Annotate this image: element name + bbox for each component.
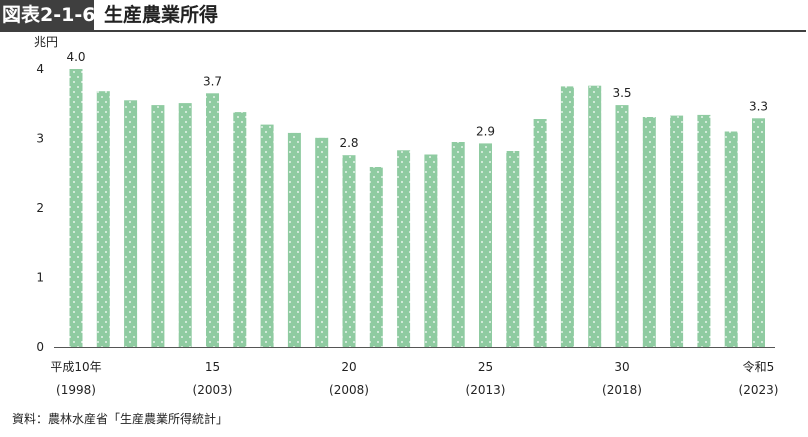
bar [670, 115, 684, 347]
title-bar: 図表2-1-6 生産農業所得 [0, 0, 806, 32]
figure-number: 図表2-1-6 [0, 0, 95, 30]
value-label: 3.5 [612, 86, 631, 100]
bar [615, 105, 629, 347]
bar [479, 143, 492, 347]
x-tick-label: 20 [341, 360, 356, 374]
bar [96, 91, 110, 347]
y-tick-label: 3 [36, 132, 44, 146]
y-axis-unit-label: 兆円 [34, 35, 58, 49]
bar [588, 85, 602, 347]
value-label: 2.8 [339, 136, 358, 150]
bar [451, 142, 465, 347]
y-tick-label: 0 [36, 340, 44, 354]
bar [560, 86, 574, 348]
bar [178, 103, 192, 347]
bar [397, 150, 411, 347]
bar [506, 151, 520, 347]
y-tick-label: 4 [36, 62, 44, 76]
bar [424, 154, 438, 347]
x-tick-label: 15 [205, 360, 220, 374]
x-tick-year-label: (2008) [329, 383, 369, 397]
bar [533, 119, 547, 347]
y-tick-label: 1 [36, 271, 44, 285]
value-label: 4.0 [66, 50, 85, 64]
x-tick-label: 25 [478, 360, 493, 374]
bar [287, 132, 301, 347]
bar [342, 155, 356, 347]
bar [69, 69, 83, 347]
bar [233, 112, 247, 347]
bar [124, 100, 138, 347]
bar [151, 105, 165, 347]
x-tick-year-label: (2023) [739, 383, 779, 397]
bar [752, 118, 765, 347]
x-tick-year-label: (1998) [56, 383, 96, 397]
x-tick-label: 平成10年 [50, 360, 101, 374]
source-note: 資料：農林水産省「生産農業所得統計」 [12, 412, 229, 426]
value-label: 2.9 [476, 124, 495, 138]
x-tick-year-label: (2018) [602, 383, 642, 397]
x-tick-label: 30 [614, 360, 629, 374]
x-tick-label: 令和5 [743, 359, 775, 374]
bar [642, 117, 656, 347]
x-tick-year-label: (2013) [466, 383, 506, 397]
chart-title: 生産農業所得 [104, 4, 219, 26]
bar [260, 124, 274, 347]
bar [315, 137, 329, 347]
value-label: 3.7 [203, 74, 222, 88]
bar [724, 131, 738, 347]
value-label: 3.3 [749, 99, 768, 113]
bar [206, 93, 219, 347]
x-tick-year-label: (2003) [193, 383, 233, 397]
y-tick-label: 2 [36, 201, 44, 215]
bar [369, 167, 383, 347]
bar [697, 114, 711, 348]
